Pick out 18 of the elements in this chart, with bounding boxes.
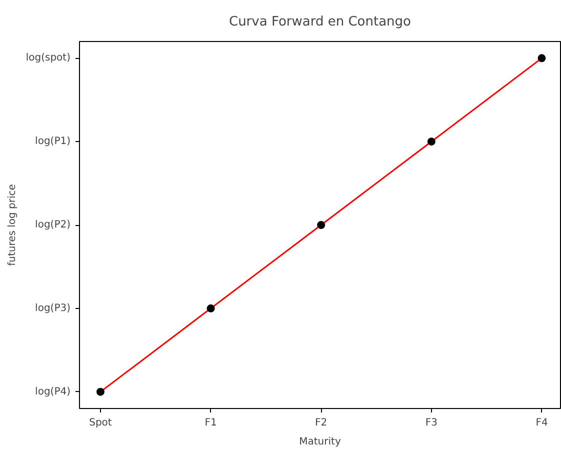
x-tick-label: F4: [536, 418, 548, 428]
point: [427, 138, 436, 146]
point: [538, 54, 546, 62]
annotation: log(P3): [35, 302, 71, 314]
x-tick-label: F1: [204, 418, 217, 428]
chart-title: Curva Forward en Contango: [228, 14, 412, 30]
x-tick-label: F3: [425, 418, 438, 428]
point: [317, 221, 326, 229]
annotation: log(P4): [35, 386, 71, 398]
x-tick-label: F2: [315, 418, 328, 428]
annotation: log(spot): [26, 52, 71, 64]
annotation: log(P2): [35, 220, 71, 230]
annotation: log(P1): [35, 136, 71, 148]
x-axis-title: Maturity: [299, 436, 341, 448]
point: [96, 388, 104, 396]
point: [206, 304, 215, 312]
y-axis-title: futures log price: [6, 184, 18, 266]
x-tick-label: Spot: [89, 418, 112, 428]
